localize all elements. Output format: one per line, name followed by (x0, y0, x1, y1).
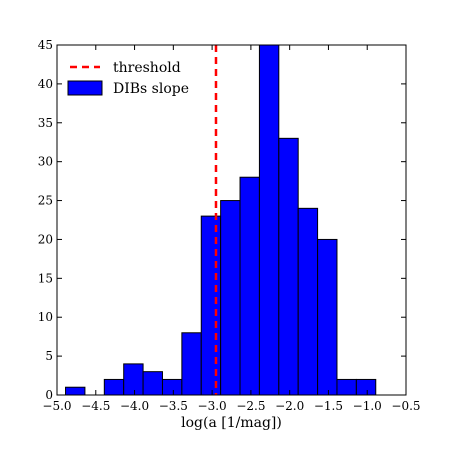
y-tick-label: 30 (38, 155, 53, 169)
legend-threshold-label: threshold (113, 60, 181, 76)
x-tick-label: −1.5 (314, 399, 343, 413)
histogram-bar (181, 332, 202, 396)
x-tick-label: −4.0 (120, 399, 149, 413)
y-tick-label: 35 (38, 116, 53, 130)
histogram-bar (65, 386, 86, 396)
y-tick-label: 15 (38, 271, 53, 285)
histogram-bar (161, 378, 183, 396)
histogram-bar (123, 363, 144, 396)
y-tick-label: 10 (38, 310, 53, 324)
y-tick-label: 25 (38, 194, 53, 208)
plot-frame (56, 44, 407, 396)
x-tick-label: −0.5 (391, 399, 420, 413)
x-tick-label: −2.0 (275, 399, 304, 413)
x-tick-label: −3.0 (198, 399, 227, 413)
histogram-bar (142, 371, 163, 396)
x-axis: −5.0 −4.5 −4.0 −3.5 −3.0 −2.5 −2.0 −1.5 −1.0 −0.5 (42, 45, 421, 413)
histogram-bar (103, 378, 125, 396)
legend-dibs-swatch (67, 80, 103, 96)
histogram-bar (200, 215, 222, 396)
x-tick-label: −5.0 (42, 399, 71, 413)
y-tick-label: 5 (45, 349, 53, 363)
histogram-bar (278, 137, 299, 396)
legend: threshold DIBs slope (67, 60, 189, 97)
histogram-bar (355, 378, 377, 396)
x-tick-label: −3.5 (159, 399, 188, 413)
y-tick-label: 40 (38, 77, 53, 91)
histogram-bar (220, 200, 241, 396)
x-tick-label: −1.0 (353, 399, 382, 413)
x-tick-label: −4.5 (81, 399, 110, 413)
histogram-bar (239, 176, 260, 396)
legend-dibs-label: DIBs slope (113, 81, 189, 97)
histogram-bar (336, 378, 357, 396)
y-tick-label: 0 (45, 388, 53, 402)
y-axis: 0 5 10 15 20 25 30 35 40 45 (38, 38, 406, 402)
histogram-bar (317, 238, 338, 396)
histogram-bars (65, 44, 377, 396)
histogram-bar (258, 44, 280, 396)
histogram-bar (297, 207, 319, 396)
x-tick-label: −2.5 (236, 399, 265, 413)
y-tick-label: 45 (38, 38, 53, 52)
y-tick-label: 20 (38, 232, 53, 246)
x-axis-label: log(a [1/mag]) (181, 415, 282, 431)
